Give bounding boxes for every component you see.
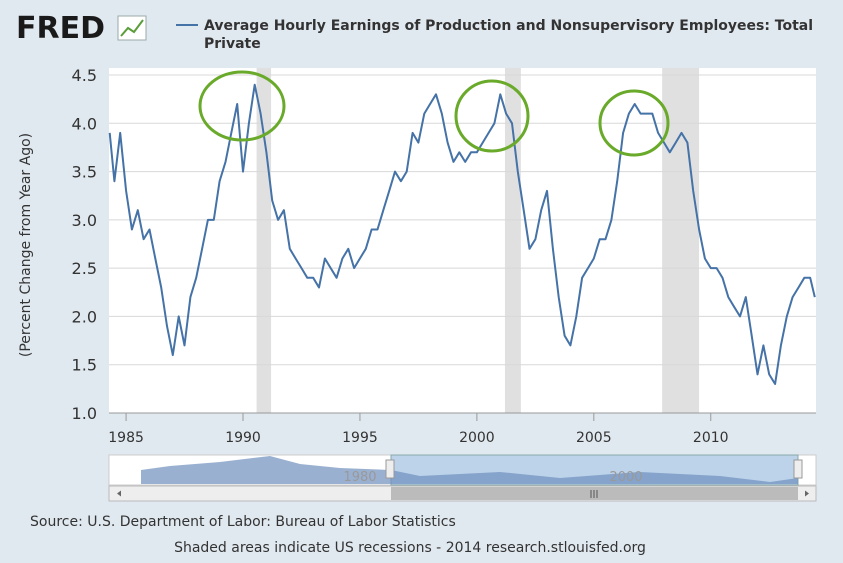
recession-band bbox=[256, 68, 272, 413]
navigator-label: 1980 bbox=[343, 470, 376, 485]
scrollbar[interactable] bbox=[108, 485, 817, 502]
source: Source: U.S. Department of Labor: Bureau… bbox=[30, 514, 456, 530]
y-tick-label: 3.0 bbox=[72, 211, 97, 230]
y-tick-label: 4.5 bbox=[72, 66, 97, 85]
x-tick-label: 2010 bbox=[693, 430, 729, 446]
logo-icon bbox=[117, 15, 147, 41]
recession-band bbox=[504, 68, 521, 413]
navigator-label: 2000 bbox=[609, 470, 642, 485]
annotation-circles bbox=[198, 70, 670, 157]
logo: FRED bbox=[16, 11, 105, 46]
plot-area bbox=[109, 68, 816, 413]
legend-entry: Average Hourly Earnings of Production an… bbox=[204, 18, 814, 52]
x-tick-label: 1995 bbox=[342, 430, 378, 446]
x-tick-label: 2005 bbox=[576, 430, 612, 446]
y-tick-label: 1.0 bbox=[72, 404, 97, 423]
navigator[interactable] bbox=[108, 454, 817, 486]
y-axis-label: (Percent Change from Year Ago) bbox=[18, 133, 34, 357]
x-tick-label: 2000 bbox=[459, 430, 495, 446]
series-line bbox=[108, 83, 816, 385]
x-tick-label: 1990 bbox=[225, 430, 261, 446]
y-tick-label: 3.5 bbox=[72, 163, 97, 182]
y-tick-label: 2.5 bbox=[72, 259, 97, 278]
y-tick-label: 4.0 bbox=[72, 114, 97, 133]
y-tick-label: 2.0 bbox=[72, 307, 97, 326]
x-tick-label: 1985 bbox=[108, 430, 144, 446]
y-tick-label: 1.5 bbox=[72, 356, 97, 375]
note: Shaded areas indicate US recessions - 20… bbox=[174, 540, 646, 556]
